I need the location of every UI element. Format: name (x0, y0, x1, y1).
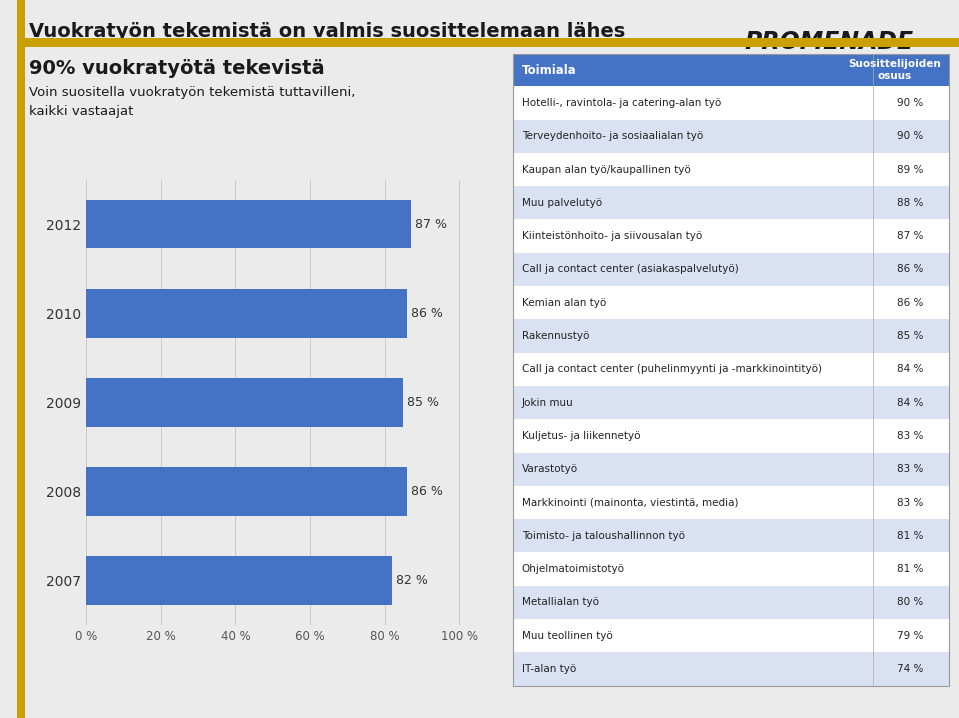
Bar (513, 619, 949, 653)
Text: Kaupan alan työ/kaupallinen työ: Kaupan alan työ/kaupallinen työ (522, 164, 690, 174)
Text: Call ja contact center (asiakaspalvelutyö): Call ja contact center (asiakaspalveluty… (522, 264, 738, 274)
Text: Suosittelijoiden
osuus: Suosittelijoiden osuus (848, 60, 941, 81)
Text: Muu teollinen työ: Muu teollinen työ (522, 630, 613, 640)
Bar (513, 54, 949, 86)
Bar (513, 452, 949, 486)
Text: Muu palvelutyö: Muu palvelutyö (522, 198, 602, 208)
Bar (513, 386, 949, 419)
Text: 79 %: 79 % (897, 630, 924, 640)
Text: 82 %: 82 % (396, 574, 428, 587)
Bar (513, 353, 949, 386)
Bar (513, 286, 949, 320)
Text: 86 %: 86 % (410, 485, 443, 498)
Text: 86 %: 86 % (897, 298, 924, 308)
Bar (513, 220, 949, 253)
Text: Voin suositella vuokratyön tekemistä tuttavilleni,
kaikki vastaajat: Voin suositella vuokratyön tekemistä tut… (29, 86, 355, 118)
Text: 90% vuokratyötä tekevistä: 90% vuokratyötä tekevistä (29, 59, 324, 78)
Bar (513, 519, 949, 552)
Text: 84 %: 84 % (897, 364, 924, 374)
Bar (513, 486, 949, 519)
Bar (513, 153, 949, 186)
Text: Toimiala: Toimiala (522, 64, 576, 77)
Text: Metallialan työ: Metallialan työ (522, 597, 598, 607)
Bar (86, 289, 407, 337)
Text: Toimisto- ja taloushallinnon työ: Toimisto- ja taloushallinnon työ (522, 531, 685, 541)
Text: Terveydenhoito- ja sosiaalialan työ: Terveydenhoito- ja sosiaalialan työ (522, 131, 703, 141)
Bar (513, 552, 949, 586)
Bar (86, 200, 410, 248)
Text: 87 %: 87 % (897, 231, 924, 241)
Text: Kuljetus- ja liikennetyö: Kuljetus- ja liikennetyö (522, 431, 641, 441)
Text: Ohjelmatoimistotyö: Ohjelmatoimistotyö (522, 564, 625, 574)
Text: Varastotyö: Varastotyö (522, 465, 578, 474)
Text: 80 %: 80 % (897, 597, 924, 607)
Bar (513, 586, 949, 619)
Text: 86 %: 86 % (897, 264, 924, 274)
Bar (513, 419, 949, 452)
Text: 90 %: 90 % (897, 131, 924, 141)
Bar (513, 253, 949, 286)
Bar (86, 378, 404, 426)
Text: 85 %: 85 % (897, 331, 924, 341)
Text: Call ja contact center (puhelinmyynti ja -markkinointityö): Call ja contact center (puhelinmyynti ja… (522, 364, 822, 374)
Text: 83 %: 83 % (897, 431, 924, 441)
Text: 81 %: 81 % (897, 564, 924, 574)
Text: 86 %: 86 % (410, 307, 443, 320)
Text: Vuokratyön tekemistä on valmis suosittelemaan lähes: Vuokratyön tekemistä on valmis suosittel… (29, 22, 625, 40)
Text: 84 %: 84 % (897, 398, 924, 408)
Text: IT-alan työ: IT-alan työ (522, 664, 576, 674)
Text: 81 %: 81 % (897, 531, 924, 541)
Bar (86, 556, 392, 605)
Text: PROMENADE: PROMENADE (745, 30, 914, 54)
Text: 88 %: 88 % (897, 198, 924, 208)
Text: 89 %: 89 % (897, 164, 924, 174)
Text: Markkinointi (mainonta, viestintä, media): Markkinointi (mainonta, viestintä, media… (522, 498, 738, 508)
Text: Kemian alan työ: Kemian alan työ (522, 298, 606, 308)
Bar (513, 120, 949, 153)
Text: Measuring business: Measuring business (775, 77, 884, 86)
Text: 74 %: 74 % (897, 664, 924, 674)
Text: 83 %: 83 % (897, 498, 924, 508)
Bar (513, 86, 949, 120)
Text: 85 %: 85 % (407, 396, 439, 409)
Text: Kiinteistönhoito- ja siivousalan työ: Kiinteistönhoito- ja siivousalan työ (522, 231, 702, 241)
Text: 87 %: 87 % (414, 218, 447, 230)
Bar (513, 653, 949, 686)
Text: 90 %: 90 % (897, 98, 924, 108)
Text: Jokin muu: Jokin muu (522, 398, 573, 408)
Bar (513, 186, 949, 220)
Text: 83 %: 83 % (897, 465, 924, 474)
Bar (86, 467, 407, 516)
Text: Rakennustyö: Rakennustyö (522, 331, 589, 341)
Text: Hotelli-, ravintola- ja catering-alan työ: Hotelli-, ravintola- ja catering-alan ty… (522, 98, 721, 108)
Bar (513, 320, 949, 353)
